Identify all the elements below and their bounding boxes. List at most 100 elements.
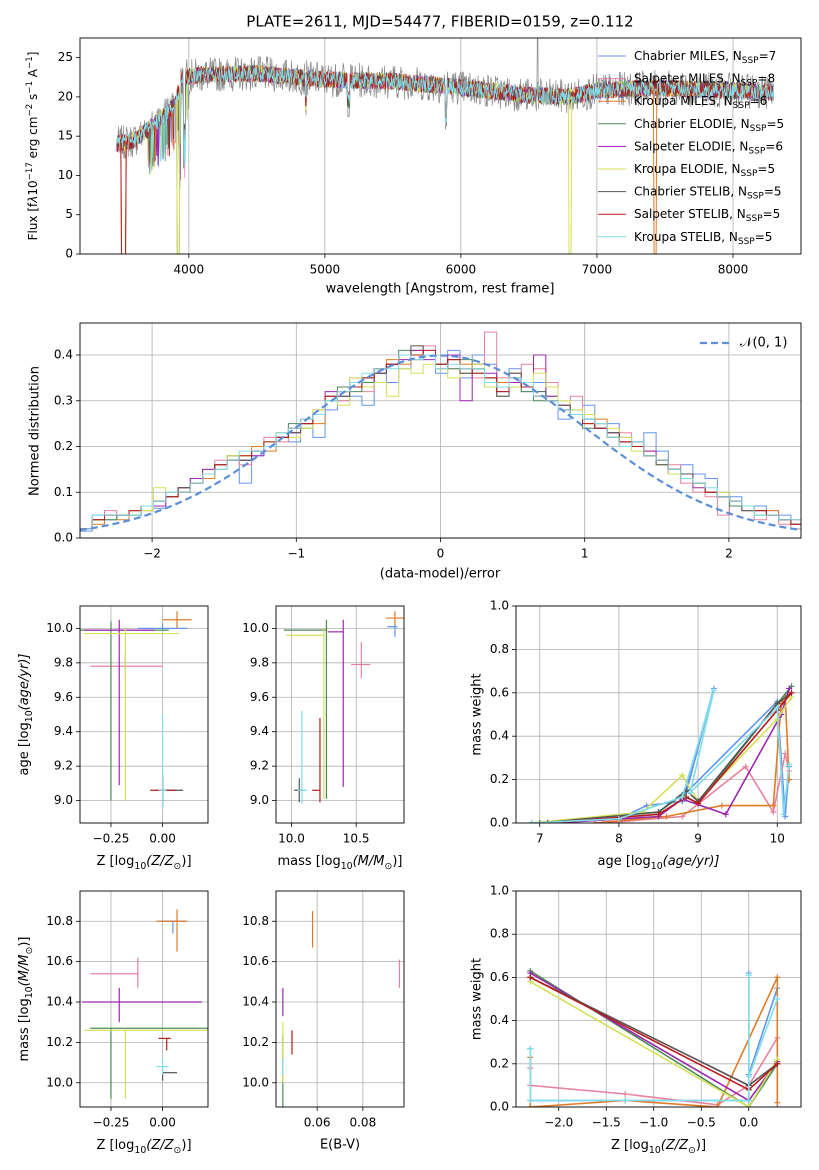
weight-age-marker xyxy=(770,809,777,816)
gaussian-legend-label: 𝒩(0, 1) xyxy=(740,336,787,351)
residual-xtick-label: −1 xyxy=(287,547,305,561)
weight-age-xtick-label: 9 xyxy=(694,832,702,846)
weight-z-xtick-label: −1.0 xyxy=(639,1116,668,1130)
residual-xtick-label: 0 xyxy=(437,547,445,561)
legend-suffix: =5 xyxy=(766,117,784,131)
age-mass-ytick-label: 10.0 xyxy=(242,621,269,635)
residual-xtick-label: 2 xyxy=(725,547,733,561)
weight-age-marker xyxy=(710,687,717,694)
mass-z-xlabel-part: )] xyxy=(181,1138,191,1153)
spectrum-frame xyxy=(79,37,802,255)
weight-z-marker xyxy=(527,974,534,981)
mass-z-frame xyxy=(79,890,209,1108)
spectrum-ylabel-part: 10 xyxy=(26,180,40,195)
legend-sub: SSP xyxy=(741,169,758,179)
age-mass-axes: 10.0 10.5 9.0 9.2 9.4 9.6 9.8 10.0 xyxy=(242,605,405,846)
weight-z-xlabel-part: (Z/Z xyxy=(661,1138,689,1153)
weight-age-marker xyxy=(780,811,787,818)
legend-entry: Kroupa ELODIE, NSSP=5 xyxy=(634,162,775,179)
age-z-axes: −0.25 0.00 9.0 9.2 9.4 9.6 9.8 10.0 xyxy=(46,605,209,846)
spectrum-ytick-label: 20 xyxy=(58,89,73,103)
age-mass-ytick-label: 9.6 xyxy=(250,690,269,704)
age-z-ytick-label: 9.8 xyxy=(54,655,73,669)
legend-entry: Kroupa STELIB, NSSP=5 xyxy=(634,230,772,247)
weight-age-marker xyxy=(786,761,793,768)
legend-suffix: =8 xyxy=(757,72,775,86)
mass-z-xlabel-part: ⊙ xyxy=(174,1145,182,1156)
mass-z-ylabel-part: mass [log xyxy=(17,998,32,1061)
mass-z-ylabel-part: ⊙ xyxy=(24,947,35,955)
weight-age-ytick-label: 0.6 xyxy=(490,685,509,699)
mass-z-ylabel-part: (M/M xyxy=(17,955,32,987)
legend-label: Salpeter STELIB, N xyxy=(634,207,746,221)
mass-z-axes: −0.25 0.00 10.0 10.2 10.4 10.6 10.8 xyxy=(46,890,209,1130)
weight-age-xlabel-part: (age/yr)] xyxy=(663,854,720,869)
legend-label: Kroupa ELODIE, N xyxy=(634,162,741,176)
legend-sub: SSP xyxy=(747,192,764,202)
mass-z-xlabel-part: Z [log xyxy=(96,1138,134,1153)
age-z-ytick-label: 9.0 xyxy=(54,793,73,807)
legend-suffix: =7 xyxy=(759,49,777,63)
spectrum-ylabel-part: s xyxy=(26,94,40,104)
spectrum-ytick-label: 25 xyxy=(58,50,73,64)
weight-age-marker xyxy=(718,802,725,809)
residual-ytick-label: 0.0 xyxy=(54,531,73,545)
age-mass-frame xyxy=(275,605,405,824)
mass-z-ylabel-part: )] xyxy=(17,937,32,947)
weight-age-xlabel-part: age [log xyxy=(598,854,651,869)
spectrum-axes: 4000 5000 6000 7000 8000 0 5 10 15 20 25 Chabrier M… xyxy=(58,37,802,277)
legend-sub: SSP xyxy=(733,101,750,111)
residual-ylabel: Normed distribution xyxy=(28,366,43,496)
legend-suffix: =6 xyxy=(765,139,783,153)
spectrum-ytick-label: 5 xyxy=(65,207,73,221)
weight-z-marker xyxy=(527,1104,534,1107)
weight-z-marker xyxy=(527,1097,534,1104)
weight-z-xtick-label: 0.0 xyxy=(739,1116,758,1130)
weight-age-marker xyxy=(695,800,702,807)
weight-z-marker xyxy=(745,1097,752,1104)
weight-age-line-0 xyxy=(531,688,790,823)
weight-z-xtick-label: −1.5 xyxy=(592,1116,621,1130)
legend-label: Kroupa MILES, N xyxy=(634,94,733,108)
weight-z-xlabel-part: Z [log xyxy=(611,1138,649,1153)
mass-z-ylabel: mass [log10(M/M⊙)] xyxy=(17,937,35,1062)
mass-ebv-ytick-label: 10.2 xyxy=(242,1035,269,1049)
spectrum-ylabel-part: A xyxy=(26,68,40,81)
weight-age-xtick-label: 7 xyxy=(536,832,544,846)
age-z-xtick-label: 0.00 xyxy=(149,832,176,846)
legend-suffix: =5 xyxy=(757,162,775,176)
residual-hist-8 xyxy=(80,354,801,530)
age-z-ylabel: age [log10(age/yr)] xyxy=(17,654,35,776)
spectrum-title: PLATE=2611, MJD=54477, FIBERID=0159, z=0… xyxy=(246,13,633,31)
weight-age-line-3 xyxy=(531,685,793,823)
residual-ytick-label: 0.3 xyxy=(54,393,73,407)
age-z-xlabel-part: ⊙ xyxy=(174,861,182,872)
mass-z-ytick-label: 10.4 xyxy=(46,995,73,1009)
mass-z-xtick-label: 0.00 xyxy=(149,1116,176,1130)
weight-age-xlabel: age [log10(age/yr)] xyxy=(598,854,720,872)
mass-z-ytick-label: 10.6 xyxy=(46,954,73,968)
spectrum-ylabel-part: −2 xyxy=(25,104,35,117)
age-mass-xtick-label: 10.0 xyxy=(278,832,305,846)
weight-z-marker xyxy=(745,972,752,979)
spectrum-ylabel: Flux [fλ10−17 erg cm−2 s−1 A−1] xyxy=(25,52,40,241)
weight-age-marker xyxy=(774,704,781,711)
spectrum-ytick-label: 15 xyxy=(58,129,73,143)
age-z-ytick-label: 9.2 xyxy=(54,759,73,773)
weight-age-ytick-label: 0.4 xyxy=(490,729,509,743)
spectrum-gap-1 xyxy=(120,141,127,254)
age-z-xlabel-part: )] xyxy=(181,854,191,869)
mass-z-xlabel-part: 10 xyxy=(134,1145,146,1156)
mass-ebv-xtick-label: 0.06 xyxy=(304,1116,331,1130)
mass-ebv-ytick-label: 10.8 xyxy=(242,914,269,928)
weight-age-marker xyxy=(788,689,795,696)
weight-z-marker xyxy=(527,1045,534,1052)
legend-entry: Chabrier ELODIE, NSSP=5 xyxy=(634,117,784,134)
weight-z-ytick-label: 0.8 xyxy=(490,927,509,941)
mass-ebv-ytick-label: 10.6 xyxy=(242,954,269,968)
weight-z-ytick-label: 0.6 xyxy=(490,970,509,984)
mass-ebv-xlabel: E(B-V) xyxy=(320,1138,360,1153)
legend-suffix: =5 xyxy=(764,185,782,199)
legend-label: Chabrier ELODIE, N xyxy=(634,117,750,131)
